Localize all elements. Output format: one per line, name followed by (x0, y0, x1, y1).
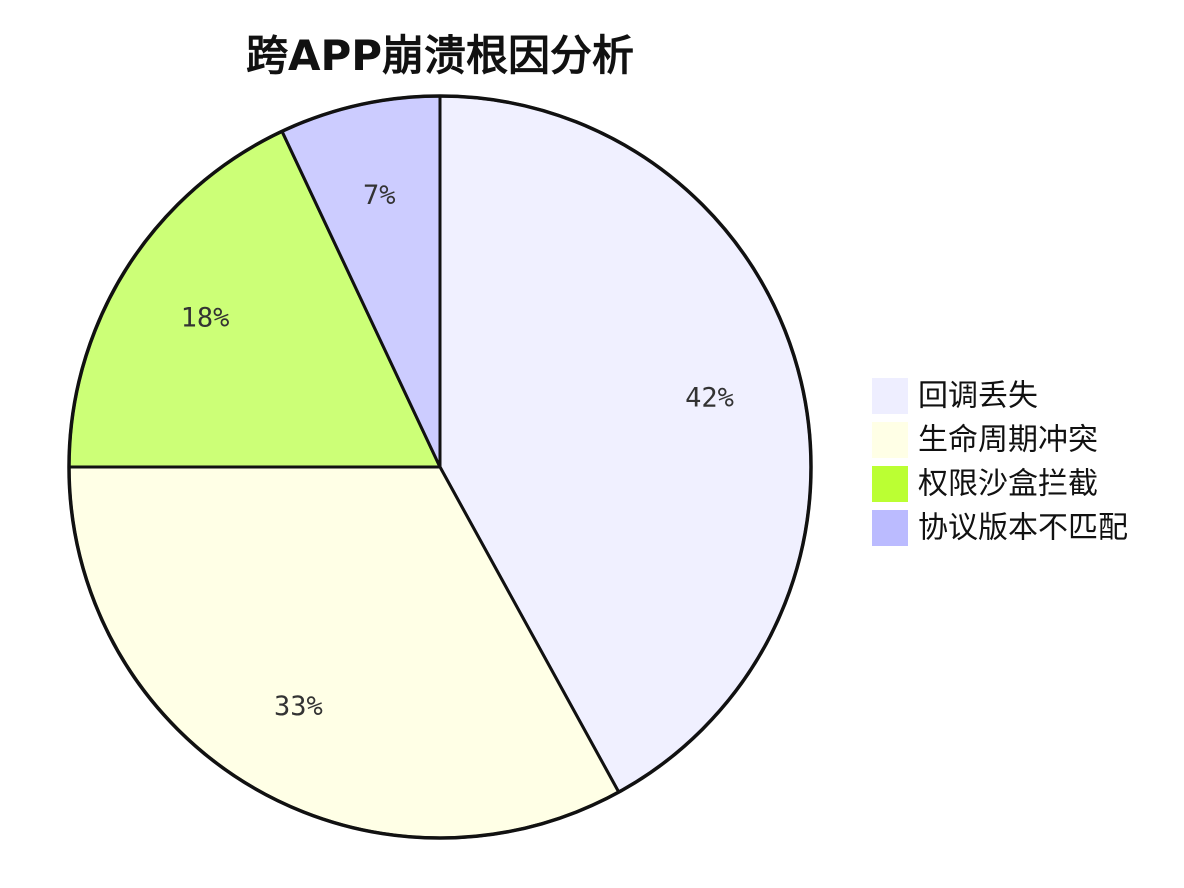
slice-value-label: 33% (274, 691, 323, 722)
slice-labels: 42% 33% 18% 7% (181, 180, 734, 722)
slice-value-label: 7% (363, 180, 396, 211)
slice-value-label: 42% (685, 382, 734, 413)
slice-value-label: 18% (181, 302, 230, 333)
pie-outline (67, 94, 813, 840)
legend-label: 权限沙盒拦截 (918, 467, 1098, 502)
legend-label: 回调丢失 (918, 379, 1038, 414)
chart-title: 跨APP崩溃根因分析 (246, 31, 634, 80)
legend-swatch (872, 422, 908, 458)
legend-label: 生命周期冲突 (918, 423, 1098, 458)
legend-label: 协议版本不匹配 (918, 511, 1128, 546)
legend-swatch (872, 466, 908, 502)
legend-swatch (872, 378, 908, 414)
legend-swatch (872, 510, 908, 546)
pie-slices (67, 94, 813, 840)
